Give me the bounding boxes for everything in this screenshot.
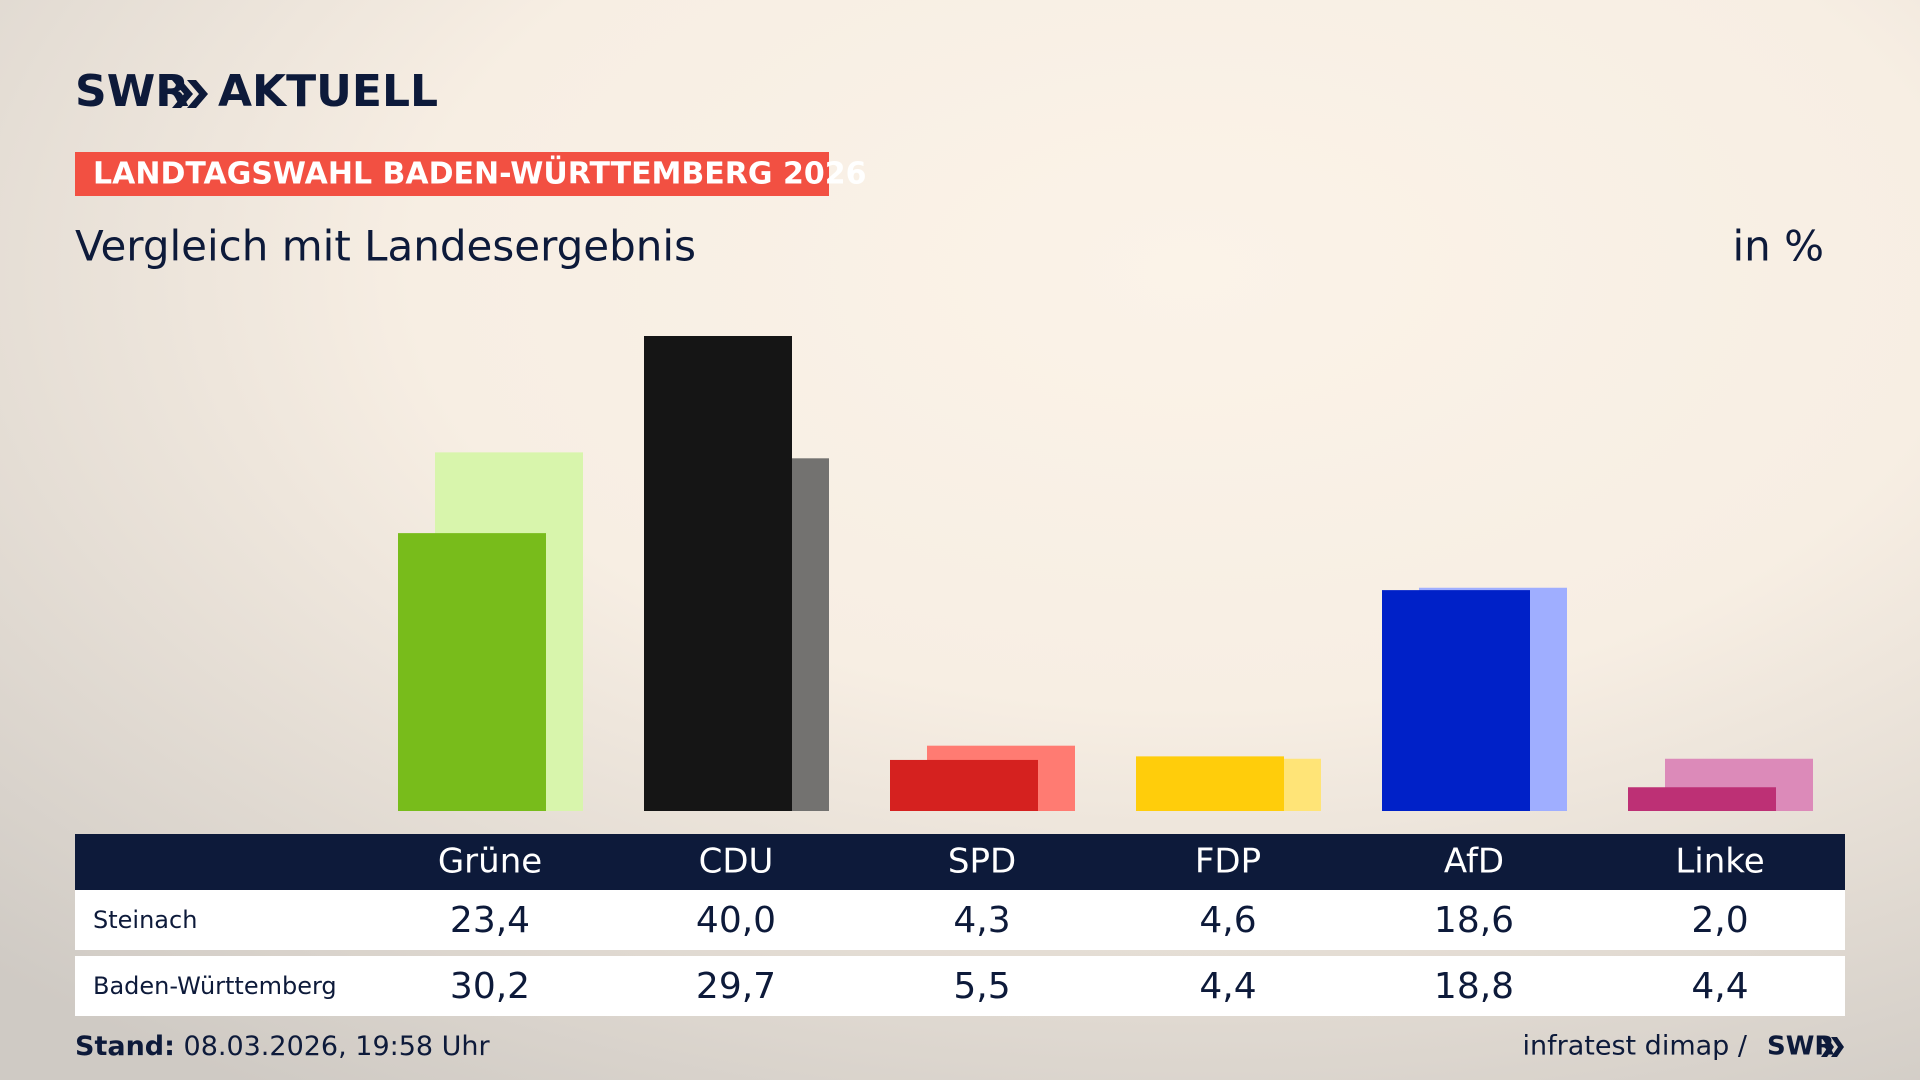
table-value: 2,0 <box>1691 900 1748 941</box>
row-label: Steinach <box>93 906 197 934</box>
bar <box>644 336 792 811</box>
kicker-box <box>75 152 829 196</box>
table-value: 4,3 <box>953 900 1010 941</box>
table-row <box>75 956 1845 1016</box>
bar <box>1136 756 1284 811</box>
chart-title: Vergleich mit Landesergebnis <box>75 222 696 271</box>
stand-label: Stand: <box>75 1031 175 1062</box>
kicker: LANDTAGSWAHL BADEN-WÜRTTEMBERG 2026 <box>93 155 866 192</box>
table-value: 4,4 <box>1691 966 1748 1007</box>
table-value: 18,6 <box>1434 900 1514 941</box>
table-value: 40,0 <box>696 900 776 941</box>
table-value: 30,2 <box>450 966 530 1007</box>
table-value: 23,4 <box>450 900 530 941</box>
column-header: Grüne <box>438 842 542 882</box>
bar <box>398 533 546 811</box>
table-value: 18,8 <box>1434 966 1514 1007</box>
table-value: 5,5 <box>953 966 1010 1007</box>
table-value: 4,6 <box>1199 900 1256 941</box>
unit: in % <box>1732 222 1824 271</box>
logo: SWR <box>75 66 189 117</box>
footer-stand: Stand: 08.03.2026, 19:58 Uhr <box>75 1031 491 1062</box>
table-header <box>75 834 1845 890</box>
row-label: Baden-Württemberg <box>93 972 337 1000</box>
brand-name: AKTUELL <box>218 66 438 117</box>
stand-date: 08.03.2026, 19:58 Uhr <box>184 1031 491 1062</box>
source-arrows <box>1821 1037 1844 1057</box>
source: infratest dimap / <box>1522 1031 1747 1062</box>
column-header: CDU <box>699 842 774 882</box>
column-header: AfD <box>1444 842 1504 882</box>
bar <box>1382 590 1530 811</box>
bar <box>1628 787 1776 811</box>
logo-arrows <box>172 80 208 108</box>
column-header: SPD <box>948 842 1016 882</box>
table-value: 29,7 <box>696 966 776 1007</box>
table-row <box>75 890 1845 950</box>
table-value: 4,4 <box>1199 966 1256 1007</box>
column-header: Linke <box>1675 842 1764 882</box>
bar <box>890 759 1038 811</box>
column-header: FDP <box>1195 842 1261 882</box>
